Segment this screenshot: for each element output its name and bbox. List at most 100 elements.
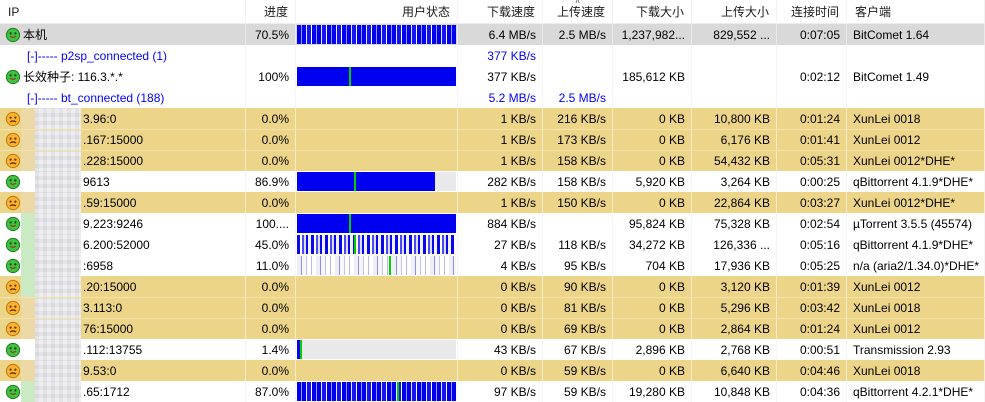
progress-cell-value: 1.4% bbox=[261, 342, 289, 357]
user-status-cell bbox=[296, 192, 458, 213]
progress-cell-value: 86.9% bbox=[254, 174, 289, 189]
upload-speed-cell: 59 KB/s bbox=[543, 381, 613, 402]
upload-speed-cell: 69 KB/s bbox=[543, 319, 613, 339]
ip-cell: .20:15000 bbox=[0, 276, 246, 297]
column-header-time[interactable]: 连接时间 bbox=[777, 0, 847, 24]
piece-progress-bar bbox=[297, 256, 456, 275]
ip-cell: .112:13755 bbox=[0, 339, 246, 360]
peer-row[interactable]: :6958 11.0% 4 KB/s 95 KB/s 704 KB 17,936 KB 0:… bbox=[0, 255, 985, 276]
progress-cell-value: 0.0% bbox=[261, 301, 289, 315]
progress-cell: 70.5% bbox=[246, 24, 296, 45]
client-cell: XunLei 0012*DHE* bbox=[847, 192, 985, 213]
peer-row[interactable]: .59:15000 0.0% 1 KB/s 150 KB/s 0 KB 22,864 KB… bbox=[0, 192, 985, 213]
ip-redaction-blur bbox=[35, 298, 81, 318]
upload-speed-cell: 2.5 MB/s bbox=[543, 24, 613, 45]
column-header-ul_speed[interactable]: 上传速度 ∧ bbox=[543, 0, 613, 24]
peer-row[interactable]: .20:15000 0.0% 0 KB/s 90 KB/s 0 KB 3,120 KB 0:… bbox=[0, 276, 985, 297]
connect-time-cell: 0:01:41 bbox=[777, 130, 847, 150]
peer-row[interactable]: 长效种子: 116.3.*.* 100% 377 KB/s 185,612 KB 0:0… bbox=[0, 66, 985, 87]
peer-row[interactable]: 76:15000 0.0% 0 KB/s 69 KB/s 0 KB 2,864 KB 0:0… bbox=[0, 318, 985, 339]
local-host-row[interactable]: 本机 70.5% 6.4 MB/s 2.5 MB/s 1,237,982... 829,5… bbox=[0, 24, 985, 45]
upload-size-cell-value: 75,328 KB bbox=[713, 216, 770, 231]
download-size-cell: 0 KB bbox=[613, 360, 692, 381]
client-cell-value: qBittorrent 4.1.9*DHE* bbox=[853, 174, 974, 189]
ip-text: 9613 bbox=[83, 174, 110, 189]
upload-speed-cell-value: 216 KB/s bbox=[557, 111, 606, 126]
client-cell-value: XunLei 0012*DHE* bbox=[853, 195, 956, 210]
client-cell-value: XunLei 0012*DHE* bbox=[853, 154, 956, 168]
upload-speed-cell: 95 KB/s bbox=[543, 255, 613, 276]
download-size-cell-value: 2,896 KB bbox=[635, 342, 685, 357]
download-speed-cell: 1 KB/s bbox=[458, 192, 543, 213]
download-speed-cell-value: 5.2 MB/s bbox=[488, 90, 536, 105]
download-size-cell: 0 KB bbox=[613, 151, 692, 171]
group-label[interactable]: [-]----- bt_connected (188) bbox=[27, 90, 165, 105]
peer-row[interactable]: 6.200:52000 45.0% 27 KB/s 118 KB/s 34,272 KB… bbox=[0, 234, 985, 255]
client-cell-value: qBittorrent 4.2.1*DHE* bbox=[853, 384, 974, 399]
upload-size-cell-value: 6,176 KB bbox=[720, 133, 770, 147]
progress-cell: 86.9% bbox=[246, 171, 296, 192]
peer-idle-frown-icon bbox=[5, 279, 21, 295]
connect-time-cell: 0:04:46 bbox=[777, 360, 847, 381]
download-speed-cell-value: 4 KB/s bbox=[500, 258, 536, 273]
column-header-label: 客户端 bbox=[855, 5, 892, 19]
column-header-dl_size[interactable]: 下载大小 bbox=[613, 0, 692, 24]
ip-cell: 9.223:9246 bbox=[0, 213, 246, 234]
ip-redaction-blur bbox=[35, 339, 81, 360]
peer-row[interactable]: .112:13755 1.4% 43 KB/s 67 KB/s 2,896 KB 2,76… bbox=[0, 339, 985, 360]
connect-time-cell-value: 0:03:27 bbox=[799, 195, 840, 210]
ip-redaction-strip bbox=[21, 298, 35, 318]
column-header-status[interactable]: 用户状态 bbox=[296, 0, 458, 24]
download-speed-cell: 1 KB/s bbox=[458, 151, 543, 171]
ip-cell: [-]----- p2sp_connected (1) bbox=[0, 45, 246, 66]
peer-row[interactable]: 3.96:0 0.0% 1 KB/s 216 KB/s 0 KB 10,800 KB 0:0… bbox=[0, 108, 985, 129]
ip-redaction-blur bbox=[35, 276, 81, 297]
peer-row[interactable]: 9613 86.9% 282 KB/s 158 KB/s 5,920 KB 3,264 K… bbox=[0, 171, 985, 192]
column-header-client[interactable]: 客户端 bbox=[847, 0, 985, 24]
upload-size-cell-value: 10,848 KB bbox=[713, 384, 770, 399]
client-cell: Transmission 2.93 bbox=[847, 339, 985, 360]
download-speed-cell-value: 282 KB/s bbox=[487, 174, 536, 189]
group-row[interactable]: [-]----- p2sp_connected (1) 377 KB/s bbox=[0, 45, 985, 66]
column-header-ul_size[interactable]: 上传大小 bbox=[692, 0, 777, 24]
progress-cell: 0.0% bbox=[246, 276, 296, 297]
connect-time-cell-value: 0:01:39 bbox=[799, 279, 840, 294]
ip-redaction-strip bbox=[21, 360, 35, 381]
client-cell bbox=[847, 45, 985, 66]
download-speed-cell: 1 KB/s bbox=[458, 108, 543, 129]
upload-size-cell: 17,936 KB bbox=[692, 255, 777, 276]
ip-cell: .65:1712 bbox=[0, 381, 246, 402]
peer-row[interactable]: .167:15000 0.0% 1 KB/s 173 KB/s 0 KB 6,176 KB… bbox=[0, 129, 985, 150]
upload-speed-cell-value: 2.5 MB/s bbox=[558, 27, 606, 42]
progress-cell-value: 0.0% bbox=[261, 363, 289, 378]
group-label[interactable]: [-]----- p2sp_connected (1) bbox=[27, 48, 168, 63]
peer-row[interactable]: 9.223:9246 100.... 884 KB/s 95,824 KB 75,328… bbox=[0, 213, 985, 234]
peer-row[interactable]: .228:15000 0.0% 1 KB/s 158 KB/s 0 KB 54,432 K… bbox=[0, 150, 985, 171]
column-header-progress[interactable]: 进度 bbox=[246, 0, 296, 24]
peer-row[interactable]: 3.113:0 0.0% 0 KB/s 81 KB/s 0 KB 5,296 KB 0:03… bbox=[0, 297, 985, 318]
column-header-ip[interactable]: IP bbox=[0, 0, 246, 24]
upload-size-cell-value: 5,296 KB bbox=[720, 301, 770, 315]
download-size-cell-value: 0 KB bbox=[658, 322, 685, 336]
upload-size-cell: 75,328 KB bbox=[692, 213, 777, 234]
ip-redaction-strip bbox=[21, 192, 35, 213]
ip-redaction-blur bbox=[35, 171, 81, 192]
user-status-cell bbox=[296, 171, 458, 192]
progress-cell-value: 0.0% bbox=[261, 133, 289, 147]
piece-progress-bar bbox=[297, 214, 456, 233]
group-row[interactable]: [-]----- bt_connected (188) 5.2 MB/s 2.5 M… bbox=[0, 87, 985, 108]
connect-time-cell-value: 0:04:36 bbox=[799, 384, 840, 399]
column-header-dl_speed[interactable]: 下载速度 bbox=[458, 0, 543, 24]
progress-cell: 0.0% bbox=[246, 192, 296, 213]
piece-progress-bar bbox=[297, 235, 456, 254]
download-size-cell-value: 34,272 KB bbox=[628, 237, 685, 252]
peer-idle-frown-icon bbox=[5, 300, 21, 316]
peer-row[interactable]: .65:1712 87.0% 97 KB/s 59 KB/s 19,280 KB 10,8… bbox=[0, 381, 985, 402]
download-size-cell: 0 KB bbox=[613, 130, 692, 150]
download-size-cell-value: 95,824 KB bbox=[628, 216, 685, 231]
client-cell bbox=[847, 87, 985, 108]
peer-row[interactable]: 9.53:0 0.0% 0 KB/s 59 KB/s 0 KB 6,640 KB 0:04:… bbox=[0, 360, 985, 381]
bar-fill bbox=[297, 214, 456, 233]
user-status-cell bbox=[296, 255, 458, 276]
